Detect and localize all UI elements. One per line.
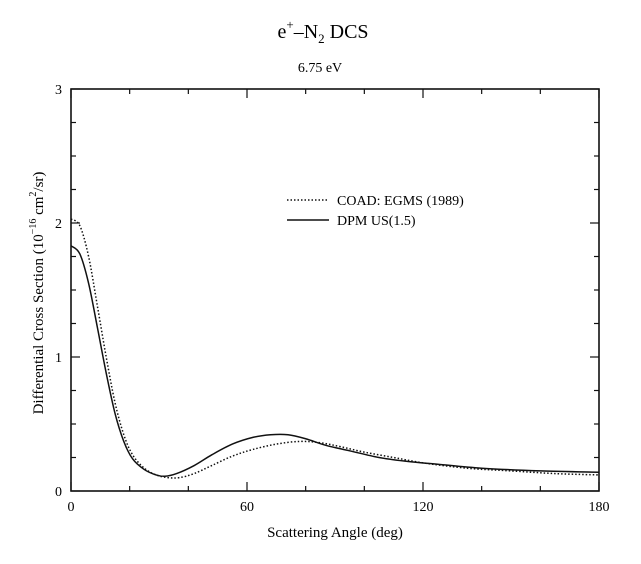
y-tick-label: 1 <box>55 351 62 366</box>
x-axis-label: Scattering Angle (deg) <box>267 525 403 541</box>
legend-label-coad: COAD: EGMS (1989) <box>337 194 464 209</box>
plot-frame <box>70 88 600 492</box>
y-tick-label: 2 <box>55 217 62 232</box>
x-tick-label: 60 <box>240 500 254 515</box>
x-tick-label: 0 <box>68 500 75 515</box>
chart-title: e+–N2 DCS <box>277 17 368 46</box>
x-tick-label: 180 <box>589 500 610 515</box>
y-tick-label: 3 <box>55 83 62 98</box>
y-tick-label: 0 <box>55 485 62 500</box>
y-axis-label: Differential Cross Section (10−16 cm2/sr… <box>28 172 47 415</box>
legend: COAD: EGMS (1989) DPM US(1.5) <box>287 194 464 229</box>
series-line-dpm-us <box>70 245 600 478</box>
chart-subtitle: 6.75 eV <box>298 61 342 76</box>
x-tick-label: 120 <box>413 500 434 515</box>
series-line-coad-egms <box>70 218 600 479</box>
legend-label-dpm: DPM US(1.5) <box>337 214 416 229</box>
